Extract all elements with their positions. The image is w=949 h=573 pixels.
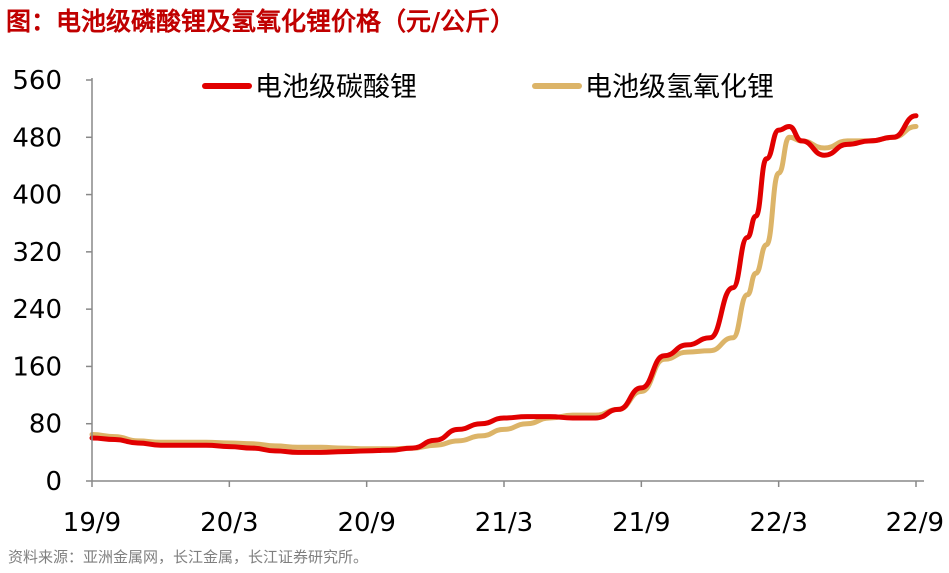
legend-label-1: 电池级碳酸锂 bbox=[255, 72, 417, 103]
x-tick-label: 21/9 bbox=[612, 508, 670, 538]
legend-label-2: 电池级氢氧化锂 bbox=[585, 72, 774, 103]
y-tick-label: 160 bbox=[12, 352, 62, 382]
x-tick-label: 20/9 bbox=[337, 508, 395, 538]
y-tick-label: 240 bbox=[12, 295, 62, 325]
y-tick-label: 480 bbox=[12, 123, 62, 153]
source-note: 资料来源：亚洲金属网，长江金属，长江证券研究所。 bbox=[8, 548, 369, 566]
series-line-2 bbox=[89, 124, 919, 452]
y-tick-label: 400 bbox=[12, 181, 62, 211]
y-tick-label: 320 bbox=[12, 238, 62, 268]
y-tick-label: 0 bbox=[45, 467, 62, 497]
y-tick-label: 560 bbox=[12, 66, 62, 96]
x-tick-label: 20/3 bbox=[200, 508, 258, 538]
series-line-1 bbox=[89, 113, 919, 455]
legend: 电池级碳酸锂 电池级氢氧化锂 bbox=[202, 72, 774, 103]
x-tick-label: 21/3 bbox=[475, 508, 533, 538]
x-tick-label: 22/9 bbox=[886, 508, 944, 538]
chart-title: 图：电池级磷酸锂及氢氧化锂价格（元/公斤） bbox=[6, 7, 516, 36]
y-tick-label: 80 bbox=[29, 410, 62, 440]
x-tick-label: 19/9 bbox=[63, 508, 121, 538]
axes: 0 80 160 240 320 400 480 560 19/9 20/3 20/9 21/3 21/… bbox=[12, 66, 944, 538]
series-layer bbox=[89, 113, 919, 455]
x-tick-label: 22/3 bbox=[749, 508, 807, 538]
